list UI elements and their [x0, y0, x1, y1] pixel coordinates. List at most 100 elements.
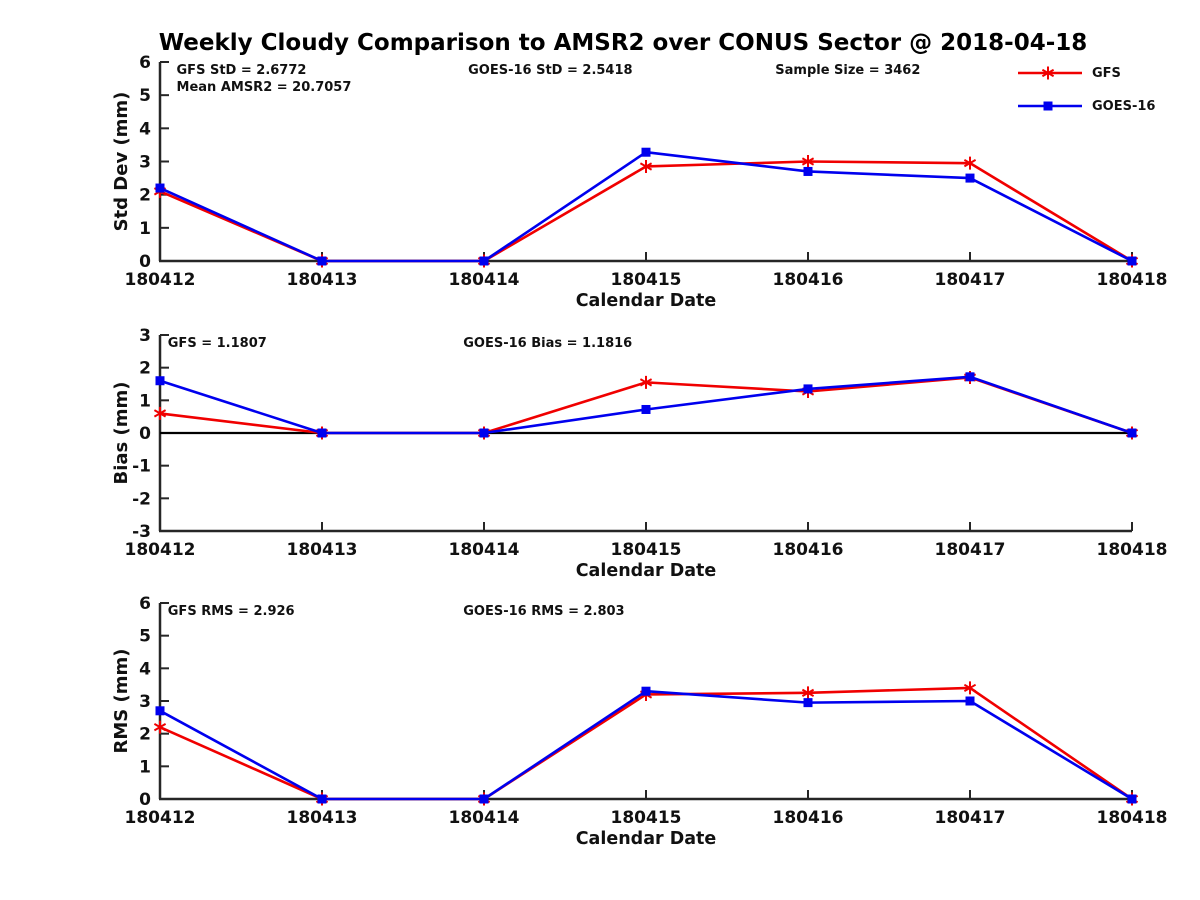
- square-marker: [155, 376, 165, 386]
- x-tick-label: 180413: [287, 540, 358, 560]
- y-tick-label: -3: [132, 522, 151, 542]
- legend-item-goes16: GOES-16: [1017, 96, 1155, 116]
- y-tick-label: 2: [139, 359, 151, 379]
- square-marker: [479, 256, 489, 266]
- square-marker: [641, 147, 651, 157]
- x-tick-label: 180414: [449, 808, 520, 828]
- square-marker: [155, 706, 165, 716]
- chart-title: Weekly Cloudy Comparison to AMSR2 over C…: [158, 30, 1088, 56]
- square-marker: [1127, 256, 1137, 266]
- square-marker: [965, 372, 975, 382]
- legend-item-gfs: GFS: [1017, 63, 1155, 83]
- gfs-line-asterisk-icon: [1018, 66, 1082, 80]
- y-tick-label: 2: [139, 186, 151, 206]
- square-marker: [317, 794, 327, 804]
- x-tick-label: 180414: [449, 540, 520, 560]
- asterisk-marker: [963, 681, 977, 695]
- x-tick-label: 180418: [1097, 808, 1168, 828]
- stat-annotation: GFS StD = 2.6772: [177, 63, 307, 78]
- subplot-0: 0 1 2 3 4 5 6 180412 180413 180414 180415 180416 180…: [111, 53, 1167, 311]
- y-tick-label: 1: [139, 391, 151, 411]
- x-tick-label: 180412: [125, 808, 196, 828]
- square-marker: [803, 166, 813, 176]
- y-tick-label: -2: [132, 489, 151, 509]
- y-tick-label: 3: [139, 153, 151, 173]
- stat-annotation: GOES-16 RMS = 2.803: [463, 604, 624, 619]
- stat-annotation: GOES-16 Bias = 1.1816: [463, 336, 632, 351]
- subplot-1: -3 -2 -1 0 1 2 3 180412 180413 180414 180415 180416…: [111, 326, 1167, 581]
- x-tick-label: 180417: [935, 270, 1006, 290]
- x-tick-label: 180417: [935, 808, 1006, 828]
- asterisk-marker: [801, 686, 815, 700]
- square-marker: [641, 686, 651, 696]
- y-tick-label: 1: [139, 219, 151, 239]
- x-tick-label: 180417: [935, 540, 1006, 560]
- square-marker: [317, 256, 327, 266]
- series-line-gfs: [158, 686, 1134, 801]
- square-marker: [803, 384, 813, 394]
- x-tick-label: 180413: [287, 270, 358, 290]
- square-marker: [965, 173, 975, 183]
- square-marker: [1127, 428, 1137, 438]
- asterisk-marker: [639, 159, 653, 173]
- x-tick-label: 180418: [1097, 540, 1168, 560]
- x-axis-label: Calendar Date: [576, 829, 717, 849]
- y-tick-label: 2: [139, 725, 151, 745]
- square-marker: [155, 183, 165, 193]
- square-marker: [965, 696, 975, 706]
- x-tick-label: 180415: [611, 808, 682, 828]
- subplot-2: 0 1 2 3 4 5 6 180412 180413 180414 180415 180416 180…: [111, 594, 1167, 849]
- y-tick-label: 0: [139, 252, 151, 272]
- y-tick-label: 0: [139, 424, 151, 444]
- y-tick-label: -1: [132, 457, 151, 477]
- x-axis-label: Calendar Date: [576, 291, 717, 311]
- y-tick-label: 5: [139, 86, 151, 106]
- legend-label-gfs: GFS: [1092, 65, 1121, 81]
- x-tick-label: 180414: [449, 270, 520, 290]
- x-tick-label: 180413: [287, 808, 358, 828]
- y-tick-label: 1: [139, 757, 151, 777]
- y-tick-label: 4: [139, 119, 151, 139]
- y-axis-label: RMS (mm): [111, 649, 132, 754]
- square-marker: [1127, 794, 1137, 804]
- y-tick-label: 6: [139, 594, 151, 614]
- series-line-gfs: [158, 160, 1134, 263]
- series-line-goes-16: [158, 689, 1134, 801]
- x-tick-label: 180415: [611, 270, 682, 290]
- stat-annotation: GFS RMS = 2.926: [168, 604, 295, 619]
- x-tick-label: 180412: [125, 270, 196, 290]
- x-tick-label: 180418: [1097, 270, 1168, 290]
- square-marker: [803, 698, 813, 708]
- goes16-line-square-icon: [1018, 101, 1082, 111]
- asterisk-marker: [963, 156, 977, 170]
- x-axis-label: Calendar Date: [576, 561, 717, 581]
- asterisk-marker: [639, 375, 653, 389]
- stat-annotation: GFS = 1.1807: [168, 336, 267, 351]
- square-marker: [317, 428, 327, 438]
- x-tick-label: 180416: [773, 270, 844, 290]
- legend-label-goes16: GOES-16: [1092, 98, 1156, 114]
- square-marker: [479, 794, 489, 804]
- asterisk-marker: [153, 720, 167, 734]
- x-tick-label: 180416: [773, 808, 844, 828]
- square-marker: [641, 404, 651, 414]
- y-axis-label: Bias (mm): [111, 382, 132, 485]
- y-tick-label: 4: [139, 659, 151, 679]
- x-tick-label: 180412: [125, 540, 196, 560]
- x-tick-label: 180416: [773, 540, 844, 560]
- stat-annotation: GOES-16 StD = 2.5418: [468, 63, 632, 78]
- stat-annotation: Sample Size = 3462: [775, 63, 920, 78]
- y-tick-label: 3: [139, 326, 151, 346]
- y-tick-label: 5: [139, 627, 151, 647]
- y-tick-label: 0: [139, 790, 151, 810]
- y-tick-label: 6: [139, 53, 151, 73]
- legend: GFS GOES-16: [1017, 63, 1155, 129]
- x-tick-label: 180415: [611, 540, 682, 560]
- y-axis-label: Std Dev (mm): [111, 92, 132, 232]
- asterisk-marker: [153, 406, 167, 420]
- y-tick-label: 3: [139, 692, 151, 712]
- square-marker: [479, 428, 489, 438]
- asterisk-marker: [801, 155, 815, 168]
